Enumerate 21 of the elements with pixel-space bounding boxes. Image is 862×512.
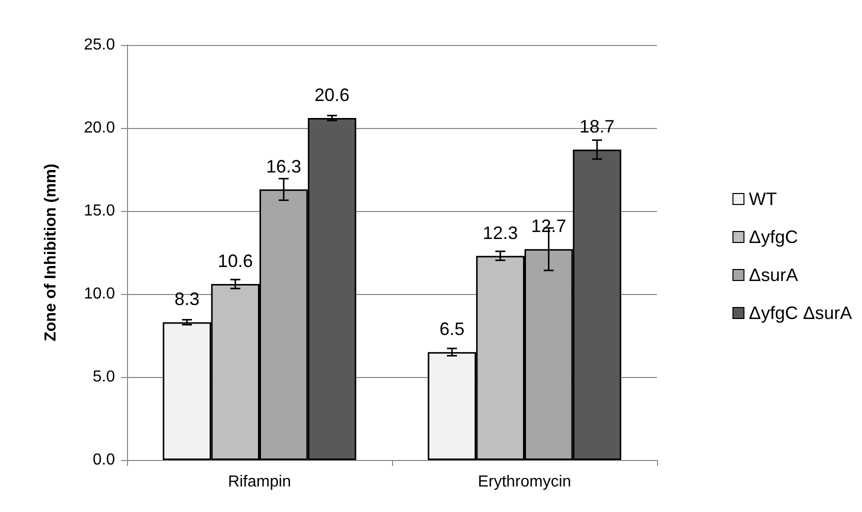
data-label: 8.3 [174,289,200,310]
legend-label: ΔsurA [748,265,798,285]
y-tick-label: 10.0 [84,286,116,302]
x-tick-label: Rifampin [228,474,292,490]
data-label: 6.5 [439,319,464,340]
legend-label: ΔyfgC [748,227,798,247]
y-tick-label: 15.0 [84,202,116,220]
data-label: 10.6 [218,251,253,272]
y-tick-label: 0.0 [92,452,116,468]
legend-label: WT [748,189,777,209]
data-label: 18.7 [580,116,615,137]
y-tick-label: 5.0 [92,368,116,386]
y-tick-label: 25.0 [84,36,116,54]
data-label: 12.7 [531,216,566,236]
legend-label: ΔyfgC ΔsurA [748,303,852,323]
data-label: 16.3 [266,156,302,176]
data-label: 12.3 [482,222,518,243]
x-tick-label: Erythromycin [478,474,572,490]
y-axis-title: Zone of Inhibition (mm) [42,164,60,342]
data-label: 20.6 [314,85,350,106]
y-tick-label: 20.0 [84,120,116,136]
